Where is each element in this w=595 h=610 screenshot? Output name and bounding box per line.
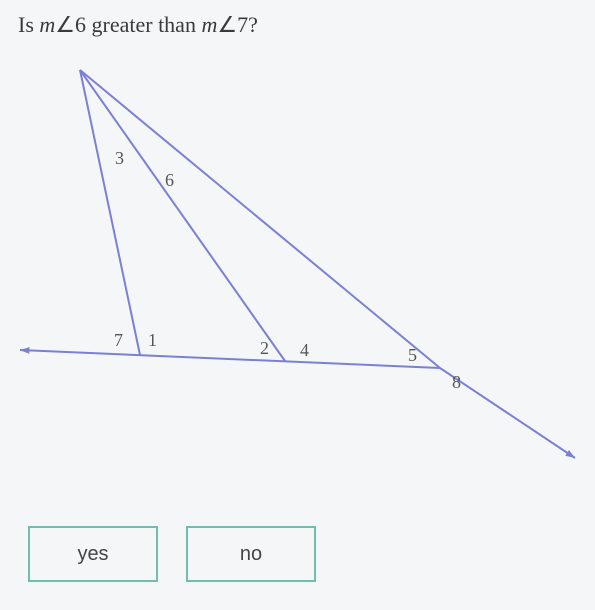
yes-button[interactable]: yes bbox=[28, 526, 158, 582]
angle-label-7: 7 bbox=[114, 330, 123, 351]
angle-sym-1: ∠ bbox=[55, 12, 75, 37]
angle-label-4: 4 bbox=[300, 340, 309, 361]
no-label: no bbox=[240, 543, 262, 566]
q-suffix: ? bbox=[248, 12, 258, 37]
q-middle: greater than bbox=[86, 12, 201, 37]
q-angle-a: 6 bbox=[75, 12, 86, 37]
yes-label: yes bbox=[77, 543, 108, 566]
angle-label-6: 6 bbox=[165, 170, 174, 191]
angle-label-8: 8 bbox=[452, 372, 461, 393]
angle-label-5: 5 bbox=[408, 345, 417, 366]
question-text: Is m∠6 greater than m∠7? bbox=[18, 12, 258, 38]
angle-label-1: 1 bbox=[148, 330, 157, 351]
no-button[interactable]: no bbox=[186, 526, 316, 582]
answer-row: yes no bbox=[28, 526, 316, 582]
q-prefix: Is bbox=[18, 12, 39, 37]
q-angle-b: 7 bbox=[237, 12, 248, 37]
angle-sym-2: ∠ bbox=[217, 12, 237, 37]
q-m2: m bbox=[201, 12, 217, 37]
angle-label-3: 3 bbox=[115, 148, 124, 169]
q-m1: m bbox=[39, 12, 55, 37]
angle-label-2: 2 bbox=[260, 338, 269, 359]
triangle-diagram bbox=[0, 50, 595, 470]
